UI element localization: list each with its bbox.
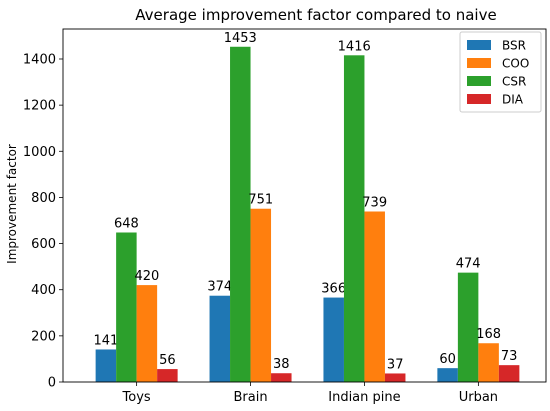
- legend-label-bsr: BSR: [502, 39, 526, 53]
- bar-coo: [478, 343, 499, 382]
- bar-bsr: [323, 297, 344, 382]
- x-tick-label: Indian pine: [328, 390, 400, 405]
- bar-coo: [364, 211, 385, 382]
- bar-csr: [116, 232, 137, 382]
- legend-swatch-dia: [467, 94, 491, 104]
- x-tick-label: Urban: [459, 390, 498, 405]
- y-axis-label: Improvement factor: [5, 144, 19, 264]
- bar-coo: [136, 285, 158, 382]
- bar-value-label: 751: [248, 193, 273, 208]
- bar-value-label: 38: [273, 357, 290, 372]
- bar-value-label: 37: [387, 357, 404, 372]
- bar-value-label: 1416: [338, 39, 371, 54]
- bar-value-label: 366: [321, 282, 346, 297]
- legend-swatch-coo: [467, 58, 491, 68]
- y-tick-label: 1400: [23, 52, 56, 67]
- bar-bsr: [437, 368, 458, 382]
- bar-value-label: 56: [159, 353, 176, 368]
- bar-value-label: 141: [93, 333, 118, 348]
- bar-value-label: 648: [114, 216, 139, 231]
- legend-box: [459, 31, 542, 113]
- y-tick-label: 400: [31, 283, 56, 298]
- bar-dia: [384, 373, 406, 382]
- bar-value-label: 474: [456, 257, 481, 272]
- bar-csr: [457, 272, 479, 382]
- bar-value-label: 374: [207, 280, 232, 295]
- bar-value-label: 73: [501, 349, 518, 364]
- legend-swatch-csr: [467, 76, 491, 86]
- x-tick-label: Toys: [122, 390, 151, 405]
- bar-bsr: [209, 295, 231, 382]
- y-tick-label: 600: [31, 237, 56, 252]
- y-tick-label: 1000: [23, 145, 56, 160]
- bar-csr: [343, 55, 365, 382]
- bar-dia: [271, 373, 292, 382]
- y-tick-label: 200: [31, 329, 56, 344]
- bar-csr: [230, 46, 251, 383]
- legend-label-dia: DIA: [502, 93, 524, 107]
- bar-value-label: 168: [476, 327, 501, 342]
- bar-value-label: 1453: [224, 31, 257, 46]
- legend: BSR COO CSR DIA: [459, 31, 542, 113]
- y-tick-label: 800: [31, 191, 56, 206]
- legend-label-coo: COO: [502, 57, 529, 71]
- bar-dia: [498, 365, 520, 382]
- bar-dia: [157, 369, 178, 382]
- bar-value-label: 739: [362, 195, 387, 210]
- x-tick-label: Brain: [233, 390, 267, 405]
- y-tick-label: 0: [48, 376, 56, 391]
- plot-area: 0 200 400 600 800 1000 1200 1400 141 648 420 56 Toys…: [23, 28, 547, 405]
- bar-bsr: [95, 349, 117, 382]
- chart-title: Average improvement factor compared to n…: [135, 6, 496, 24]
- bar-value-label: 60: [439, 352, 456, 367]
- legend-label-csr: CSR: [502, 75, 526, 89]
- bar-coo: [250, 208, 272, 382]
- bar-value-label: 420: [134, 269, 159, 284]
- legend-swatch-bsr: [467, 40, 491, 50]
- plot-frame: [62, 28, 547, 383]
- y-tick-label: 1200: [23, 99, 56, 114]
